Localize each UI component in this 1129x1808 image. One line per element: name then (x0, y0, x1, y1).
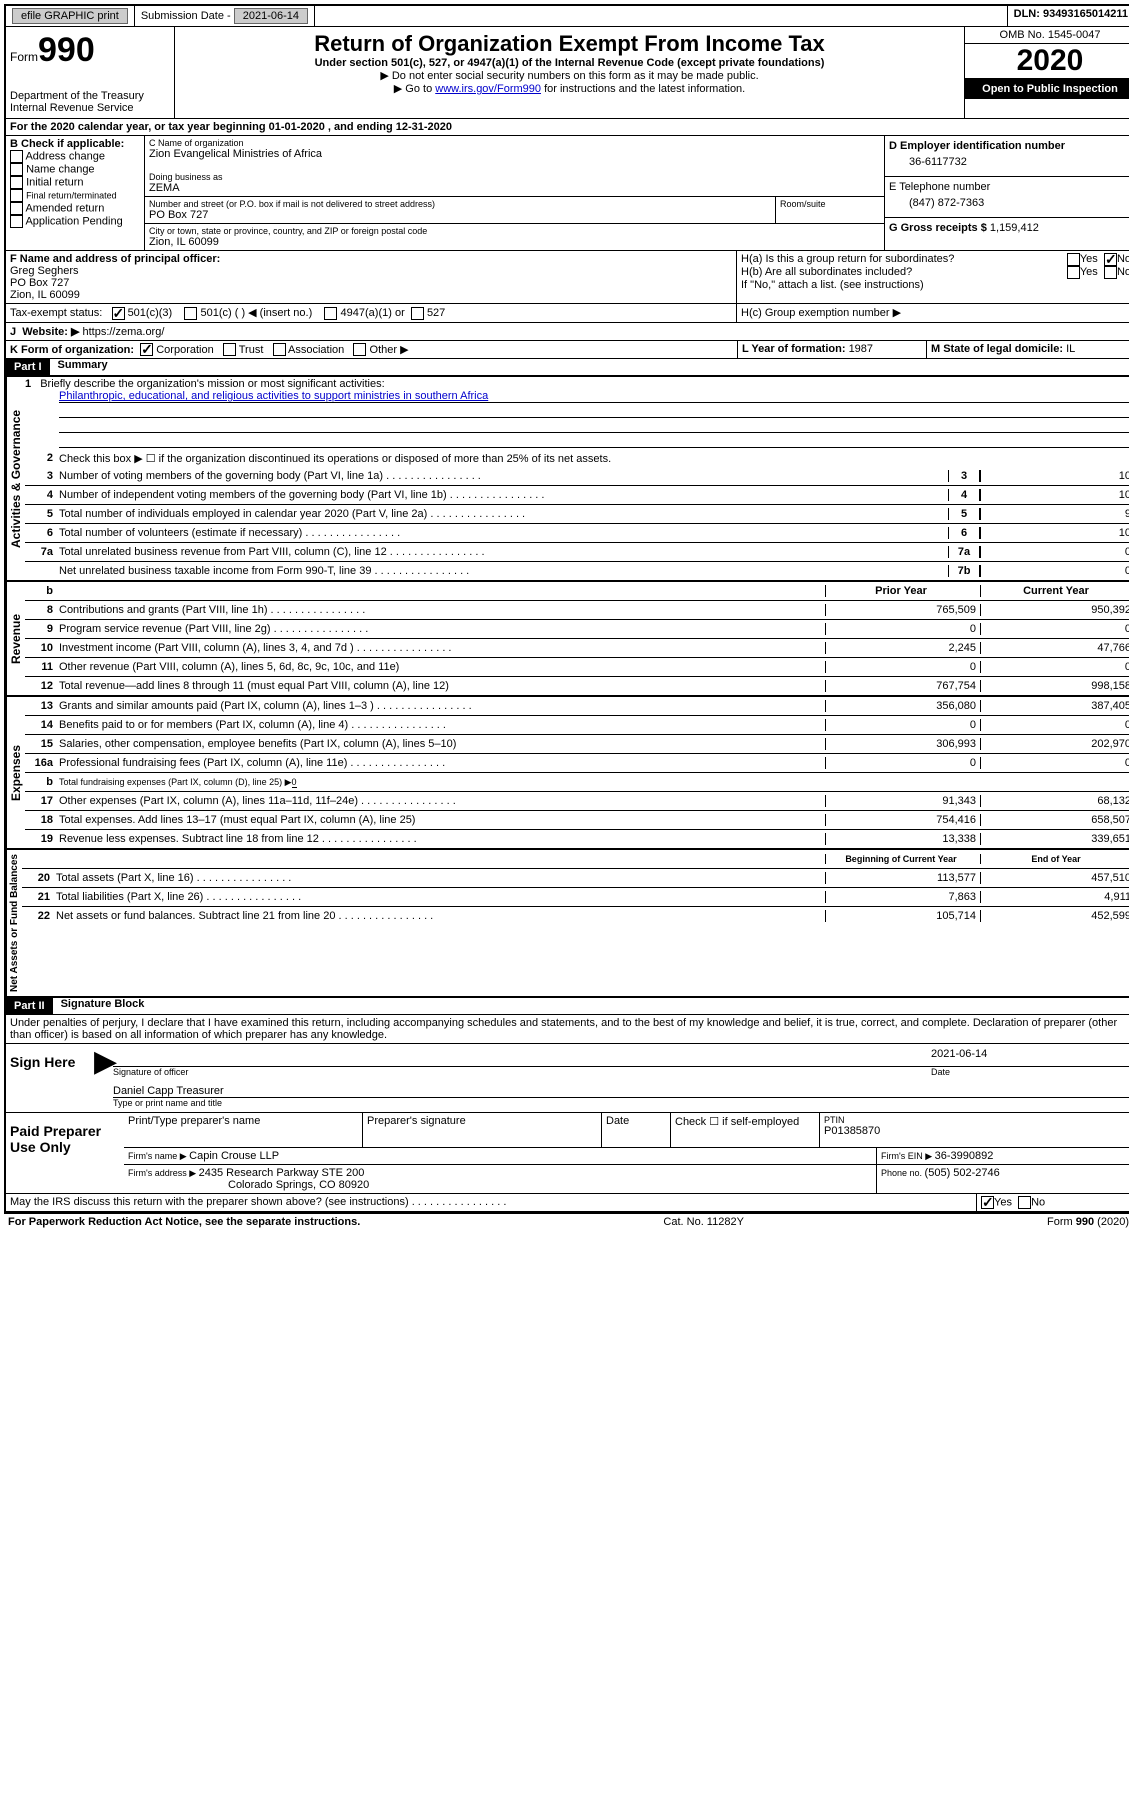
discuss-label: May the IRS discuss this return with the… (10, 1196, 506, 1208)
discuss-yes[interactable] (981, 1196, 994, 1209)
city-label: City or town, state or province, country… (149, 226, 880, 236)
street-label: Number and street (or P.O. box if mail i… (149, 199, 771, 209)
firm-ein: 36-3990892 (935, 1150, 994, 1162)
paperwork-notice: For Paperwork Reduction Act Notice, see … (8, 1216, 360, 1228)
assoc-checkbox[interactable] (273, 343, 286, 356)
firm-addr2: Colorado Springs, CO 80920 (228, 1179, 872, 1191)
vert-netassets: Net Assets or Fund Balances (6, 850, 22, 996)
addr-change-checkbox[interactable] (10, 150, 23, 163)
app-pending-checkbox[interactable] (10, 215, 23, 228)
city-value: Zion, IL 60099 (149, 236, 880, 248)
form-title: Return of Organization Exempt From Incom… (179, 31, 960, 57)
firm-addr1: 2435 Research Parkway STE 200 (199, 1167, 365, 1179)
inspection-label: Open to Public Inspection (965, 79, 1129, 99)
paid-preparer-label: Paid Preparer Use Only (6, 1113, 124, 1193)
ein-label: D Employer identification number (889, 140, 1129, 152)
form-no-footer: Form 990 (2020) (1047, 1216, 1129, 1228)
dln-label: DLN: (1014, 8, 1043, 20)
name-change-checkbox[interactable] (10, 163, 23, 176)
form-header: Form990 Department of the Treasury Inter… (6, 27, 1129, 119)
part1-header: Part I (6, 359, 50, 375)
subtitle-2: ▶ Do not enter social security numbers o… (179, 69, 960, 82)
part2-header: Part II (6, 998, 53, 1014)
hb-no[interactable] (1104, 266, 1117, 279)
527-checkbox[interactable] (411, 307, 424, 320)
501c-checkbox[interactable] (184, 307, 197, 320)
arrow-icon: ▶ (94, 1044, 109, 1112)
other-checkbox[interactable] (353, 343, 366, 356)
val-6: 10 (980, 527, 1129, 539)
final-return-checkbox[interactable] (10, 189, 23, 202)
discuss-no[interactable] (1018, 1196, 1031, 1209)
org-name: Zion Evangelical Ministries of Africa (149, 148, 880, 160)
ha-label: H(a) Is this a group return for subordin… (741, 253, 1067, 266)
sig-date: 2021-06-14 (931, 1048, 1129, 1067)
amended-checkbox[interactable] (10, 202, 23, 215)
tax-year: 2020 (965, 44, 1129, 79)
irs-label: Internal Revenue Service (10, 102, 170, 114)
instructions-link[interactable]: www.irs.gov/Form990 (435, 83, 541, 95)
ein-value: 36-6117732 (889, 152, 1129, 172)
officer-name: Greg Seghers (10, 265, 732, 277)
submission-date: 2021-06-14 (234, 8, 308, 24)
firm-name: Capin Crouse LLP (189, 1150, 279, 1162)
vert-revenue: Revenue (6, 582, 25, 695)
topbar: efile GRAPHIC print Submission Date - 20… (6, 6, 1129, 27)
ptin-value: P01385870 (824, 1125, 1129, 1137)
omb-number: OMB No. 1545-0047 (965, 27, 1129, 44)
ha-no[interactable] (1104, 253, 1117, 266)
initial-return-checkbox[interactable] (10, 176, 23, 189)
part2-title: Signature Block (53, 998, 145, 1014)
street-value: PO Box 727 (149, 209, 771, 221)
room-label: Room/suite (775, 197, 884, 223)
officer-addr2: Zion, IL 60099 (10, 289, 732, 301)
line-a: For the 2020 calendar year, or tax year … (6, 119, 1129, 135)
phone-value: (847) 872-7363 (889, 193, 1129, 213)
hc-label: H(c) Group exemption number ▶ (737, 304, 1129, 322)
dba-value: ZEMA (149, 182, 880, 194)
subtitle-1: Under section 501(c), 527, or 4947(a)(1)… (179, 57, 960, 69)
taxexempt-label: Tax-exempt status: (10, 307, 102, 319)
corp-checkbox[interactable] (140, 343, 153, 356)
officer-label: F Name and address of principal officer: (10, 253, 732, 265)
hb2-label: If "No," attach a list. (see instruction… (741, 279, 1129, 291)
dln-value: 93493165014211 (1043, 8, 1128, 20)
submission-label: Submission Date - (141, 10, 234, 22)
mission-link[interactable]: Philanthropic, educational, and religiou… (59, 390, 488, 402)
val-5: 9 (980, 508, 1129, 520)
gross-label: G Gross receipts $ (889, 222, 990, 234)
val-7b: 0 (980, 565, 1129, 577)
501c3-checkbox[interactable] (112, 307, 125, 320)
section-b-label: B Check if applicable: (10, 138, 140, 150)
org-name-label: C Name of organization (149, 138, 880, 148)
hb-yes[interactable] (1067, 266, 1080, 279)
state-domicile: IL (1066, 343, 1075, 355)
penalties-text: Under penalties of perjury, I declare th… (6, 1015, 1129, 1043)
4947-checkbox[interactable] (324, 307, 337, 320)
phone-label: E Telephone number (889, 181, 1129, 193)
dba-label: Doing business as (149, 172, 880, 182)
dept-treasury: Department of the Treasury (10, 90, 170, 102)
ha-yes[interactable] (1067, 253, 1080, 266)
sign-here-label: Sign Here (6, 1044, 94, 1112)
p8: 765,509 (825, 604, 980, 616)
vert-governance: Activities & Governance (6, 377, 25, 580)
officer-addr1: PO Box 727 (10, 277, 732, 289)
year-formation: 1987 (849, 343, 873, 355)
cat-no: Cat. No. 11282Y (663, 1216, 744, 1228)
val-3: 10 (980, 470, 1129, 482)
vert-expenses: Expenses (6, 697, 25, 848)
trust-checkbox[interactable] (223, 343, 236, 356)
val-7a: 0 (980, 546, 1129, 558)
part1-title: Summary (50, 359, 108, 375)
prep-phone: (505) 502-2746 (925, 1167, 1000, 1179)
hb-label: H(b) Are all subordinates included? (741, 266, 1067, 279)
form-prefix: Form (10, 50, 38, 64)
c8: 950,392 (980, 604, 1129, 616)
website-value: https://zema.org/ (82, 326, 164, 338)
form-number: 990 (38, 31, 95, 69)
officer-sig-name: Daniel Capp Treasurer (113, 1085, 1129, 1098)
efile-print-button[interactable]: efile GRAPHIC print (12, 8, 128, 24)
val-4: 10 (980, 489, 1129, 501)
